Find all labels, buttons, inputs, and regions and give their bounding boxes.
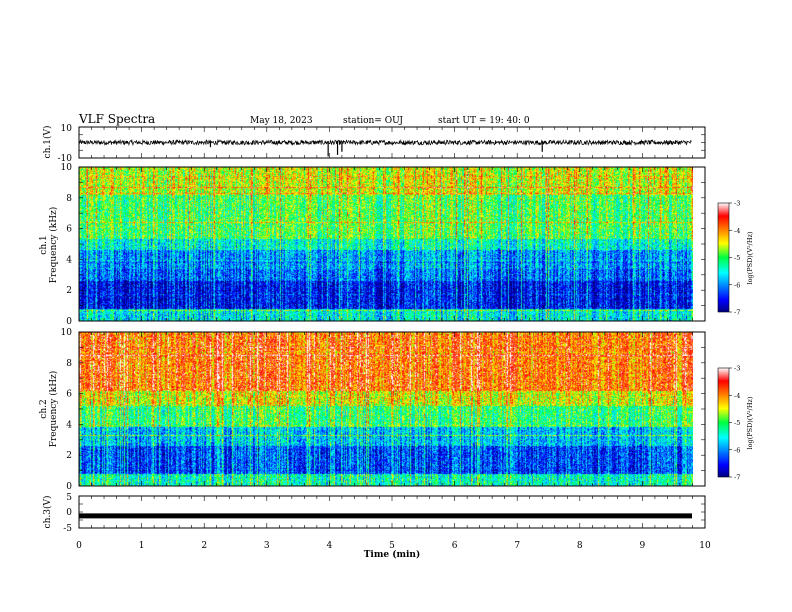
ch1-spectrogram-ylabel: ch.1 xyxy=(39,235,49,254)
time-tick-label: 5 xyxy=(389,541,395,551)
ch2-spectrogram-panel: 0 2 4 6 8 10 ch.2 Frequency (kHz) xyxy=(39,328,706,492)
ch1-waveform-ticks xyxy=(78,126,706,159)
frequency-tick-label: 10 xyxy=(61,163,73,173)
ch3-waveform-ylabel: ch.3(V) xyxy=(42,496,53,529)
start-time-label: start UT = 19: 40: 0 xyxy=(438,116,530,126)
ch1-spectrogram-frequency-label: Frequency (kHz) xyxy=(48,207,59,284)
colorbar-tick-label: -3 xyxy=(734,200,740,208)
time-tick-label: 2 xyxy=(201,541,207,551)
ch1-colorbar-label: log(PSD)(V²/Hz) xyxy=(746,231,754,284)
colorbar-tick-label: -5 xyxy=(734,254,740,262)
frequency-tick-label: 8 xyxy=(66,194,72,204)
ch1-spectrogram-ytick-labels: 0 2 4 6 8 10 xyxy=(61,163,73,327)
frequency-tick-label: 4 xyxy=(66,255,72,265)
time-tick-label: 0 xyxy=(76,541,82,551)
ch2-colorbar-gradient xyxy=(717,367,730,478)
frequency-tick-label: 4 xyxy=(66,420,72,430)
time-tick-label: 1 xyxy=(139,541,145,551)
ch2-colorbar-ticks: -3 -4 -5 -6 -7 xyxy=(729,365,740,482)
time-axis-label: Time (min) xyxy=(364,549,421,560)
ch3-waveform-ticks xyxy=(78,495,706,529)
ch2-spectrogram-frequency-label: Frequency (kHz) xyxy=(48,371,59,448)
ch1-ytick-top: 10 xyxy=(61,124,73,134)
colorbar-tick-label: -7 xyxy=(734,474,740,482)
colorbar-tick-label: -6 xyxy=(734,281,740,289)
time-axis-tick-labels: 0 1 2 3 4 5 6 7 8 9 10 xyxy=(76,541,711,551)
time-tick-label: 10 xyxy=(699,541,711,551)
ch1-spectrogram-image xyxy=(79,167,693,321)
time-tick-label: 8 xyxy=(577,541,583,551)
ch1-ytick-bottom: -10 xyxy=(58,154,73,164)
date-label: May 18, 2023 xyxy=(250,116,313,126)
station-label: station= OUJ xyxy=(343,116,403,126)
ch3-ytick-bottom: -5 xyxy=(63,524,72,534)
ch1-spectrogram-panel: 0 2 4 6 8 10 ch.1 Frequency (kHz) xyxy=(39,163,706,327)
time-tick-label: 6 xyxy=(452,541,458,551)
colorbar-tick-label: -6 xyxy=(734,446,740,454)
colorbar-tick-label: -7 xyxy=(734,309,740,317)
time-tick-label: 4 xyxy=(327,541,333,551)
colorbar-tick-label: -5 xyxy=(734,419,740,427)
colorbar-tick-label: -4 xyxy=(734,227,740,235)
frequency-tick-label: 8 xyxy=(66,359,72,369)
colorbar-tick-label: -4 xyxy=(734,392,740,400)
ch1-colorbar: -3 -4 -5 -6 -7 log(PSD)(V²/Hz) xyxy=(717,200,754,317)
ch2-spectrogram-ytick-labels: 0 2 4 6 8 10 xyxy=(61,328,73,492)
ch2-spectrogram-ticks xyxy=(78,331,706,487)
ch1-spectrogram-ticks xyxy=(78,166,706,322)
ch2-colorbar-label: log(PSD)(V²/Hz) xyxy=(746,396,754,449)
frequency-tick-label: 2 xyxy=(66,451,72,461)
ch1-waveform-ylabel: ch.1(V) xyxy=(42,126,53,159)
ch3-ytick-top: 5 xyxy=(66,493,72,503)
time-tick-label: 9 xyxy=(640,541,646,551)
ch1-waveform-line xyxy=(78,138,692,147)
frequency-tick-label: 2 xyxy=(66,286,72,296)
figure-title: VLF Spectra xyxy=(78,112,155,126)
ch1-colorbar-gradient xyxy=(717,202,730,313)
ch2-spectrogram-image xyxy=(79,332,693,486)
ch1-colorbar-ticks: -3 -4 -5 -6 -7 xyxy=(729,200,740,317)
time-tick-label: 7 xyxy=(514,541,520,551)
ch3-waveform-panel: 5 0 -5 ch.3(V) 0 1 2 3 4 5 6 7 8 9 10 Time (min) xyxy=(42,493,711,560)
ch1-waveform-panel: 10 -10 ch.1(V) xyxy=(42,124,706,164)
time-tick-label: 3 xyxy=(264,541,270,551)
ch1-waveform-spikes xyxy=(209,140,543,157)
frequency-tick-label: 0 xyxy=(66,317,72,327)
frequency-tick-label: 6 xyxy=(66,390,72,400)
ch3-ytick-mid: 0 xyxy=(66,508,72,518)
frequency-tick-label: 6 xyxy=(66,225,72,235)
ch2-spectrogram-ylabel: ch.2 xyxy=(39,399,49,418)
colorbar-tick-label: -3 xyxy=(734,365,740,373)
frequency-tick-label: 0 xyxy=(66,482,72,492)
ch2-colorbar: -3 -4 -5 -6 -7 log(PSD)(V²/Hz) xyxy=(717,365,754,482)
frequency-tick-label: 10 xyxy=(61,328,73,338)
